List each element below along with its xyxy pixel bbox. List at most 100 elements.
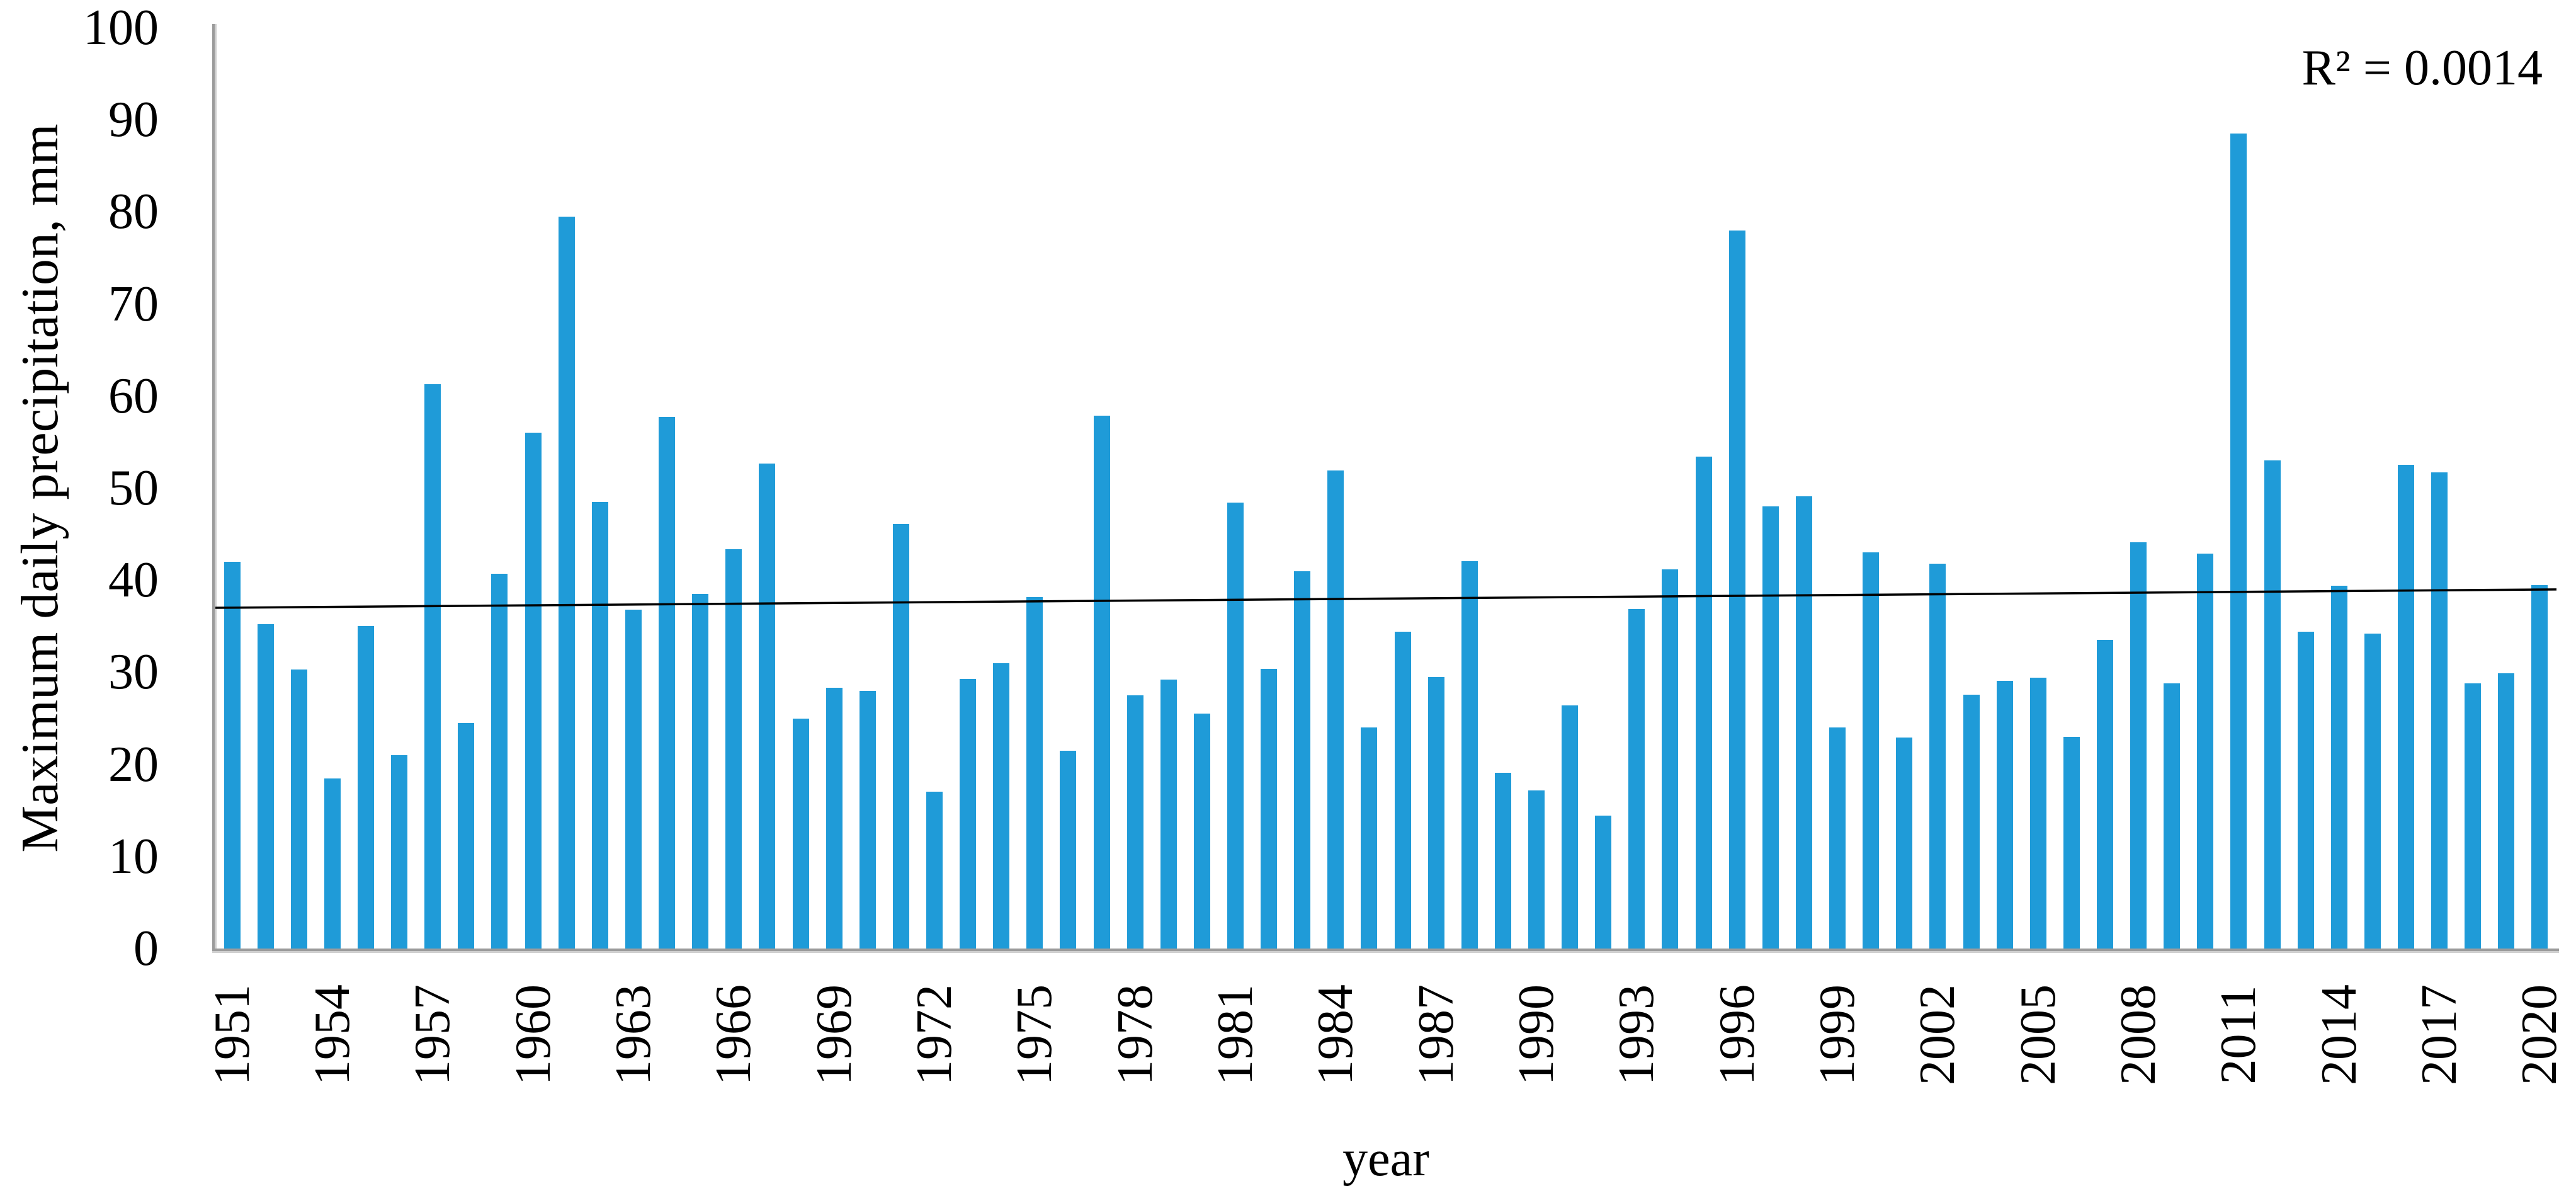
x-tick-label-1969: 1969 (806, 984, 862, 1085)
y-tick-label-0: 0 (133, 921, 159, 976)
bar-1998 (1795, 496, 1812, 949)
bar-1970 (859, 690, 876, 949)
x-tick-label-1963: 1963 (605, 984, 661, 1085)
bar-1977 (1093, 415, 1110, 949)
bar-1985 (1361, 727, 1378, 949)
bar-1976 (1060, 750, 1077, 949)
bar-1962 (591, 501, 608, 949)
bar-2019 (2498, 673, 2515, 949)
bar-2015 (2364, 634, 2381, 949)
y-tick-label-10: 10 (108, 828, 159, 884)
bar-1995 (1695, 457, 1712, 949)
bar-1955 (358, 626, 374, 949)
y-tick-label-60: 60 (108, 368, 159, 424)
bar-2000 (1863, 552, 1880, 949)
bar-1978 (1126, 695, 1143, 949)
x-tick-label-1975: 1975 (1007, 984, 1063, 1085)
bar-2011 (2230, 134, 2247, 949)
x-tick-label-2017: 2017 (2412, 984, 2468, 1085)
x-tick-label-2011: 2011 (2211, 985, 2267, 1085)
y-tick-label-20: 20 (108, 736, 159, 792)
x-tick-label-1981: 1981 (1207, 984, 1263, 1085)
bar-1981 (1227, 503, 1244, 949)
bar-2014 (2330, 585, 2347, 949)
bar-1968 (792, 718, 809, 949)
x-tick-label-1972: 1972 (906, 984, 962, 1085)
bar-1956 (391, 755, 408, 949)
y-tick-label-30: 30 (108, 644, 159, 700)
r-squared-annotation: R² = 0.0014 (2301, 40, 2543, 96)
bar-1963 (625, 609, 642, 949)
bar-1992 (1595, 816, 1612, 949)
bar-1958 (458, 722, 475, 949)
x-tick-label-1954: 1954 (304, 984, 360, 1085)
bar-2004 (1996, 680, 2013, 949)
bar-1954 (324, 778, 341, 949)
bar-1996 (1728, 230, 1745, 949)
y-tick-label-90: 90 (108, 92, 159, 148)
bar-1984 (1327, 470, 1344, 949)
bar-1990 (1528, 790, 1545, 949)
bar-2020 (2531, 584, 2548, 949)
bar-2013 (2297, 632, 2314, 949)
y-axis-line (212, 24, 217, 951)
bar-1975 (1026, 596, 1043, 949)
bar-1987 (1427, 676, 1444, 949)
x-tick-label-1993: 1993 (1609, 984, 1665, 1085)
x-axis-title: year (1342, 1131, 1429, 1187)
bar-1964 (659, 417, 676, 949)
bar-1966 (725, 549, 742, 949)
bar-1961 (558, 216, 575, 949)
bar-2006 (2063, 736, 2080, 949)
bar-1986 (1394, 632, 1411, 949)
bar-1965 (692, 594, 709, 949)
bar-2009 (2164, 683, 2181, 949)
y-tick-label-70: 70 (108, 276, 159, 332)
x-tick-label-2005: 2005 (2010, 984, 2066, 1085)
bar-1957 (424, 384, 441, 949)
x-tick-label-1978: 1978 (1107, 984, 1163, 1085)
x-tick-label-1957: 1957 (405, 984, 461, 1085)
x-tick-label-1951: 1951 (204, 984, 260, 1085)
bar-1969 (826, 688, 843, 949)
bar-1959 (491, 573, 508, 949)
x-tick-label-2020: 2020 (2512, 984, 2568, 1085)
bar-1952 (257, 624, 274, 949)
x-tick-label-2014: 2014 (2311, 984, 2367, 1085)
bar-2003 (1963, 694, 1980, 949)
bar-1953 (290, 670, 307, 949)
bar-2010 (2197, 553, 2214, 949)
x-tick-label-1990: 1990 (1509, 984, 1564, 1085)
y-tick-label-80: 80 (108, 184, 159, 240)
bar-2005 (2029, 678, 2046, 949)
bar-2012 (2264, 460, 2281, 949)
bar-1999 (1829, 727, 1846, 949)
bar-1960 (525, 433, 542, 949)
bar-1972 (926, 792, 943, 949)
y-tick-label-50: 50 (108, 460, 159, 516)
y-tick-label-40: 40 (108, 552, 159, 608)
bar-2017 (2431, 472, 2448, 949)
bar-1989 (1494, 772, 1511, 949)
bar-2007 (2096, 640, 2113, 949)
x-axis-line (212, 949, 2559, 953)
bar-1983 (1294, 571, 1311, 949)
bar-2018 (2465, 683, 2482, 949)
bar-1980 (1193, 714, 1210, 949)
bar-2002 (1929, 563, 1946, 949)
bar-1971 (892, 524, 909, 949)
bar-1973 (960, 678, 977, 949)
bar-1991 (1562, 705, 1579, 949)
bar-1974 (993, 663, 1010, 949)
bar-2008 (2130, 542, 2147, 949)
bar-1951 (224, 561, 241, 949)
y-tick-label-100: 100 (83, 0, 159, 55)
bar-1997 (1762, 506, 1779, 949)
bar-2001 (1896, 738, 1913, 949)
x-tick-label-1984: 1984 (1308, 984, 1364, 1085)
bar-1979 (1160, 680, 1177, 949)
bar-2016 (2397, 465, 2414, 949)
x-tick-label-1960: 1960 (505, 984, 561, 1085)
bar-1993 (1628, 608, 1645, 949)
